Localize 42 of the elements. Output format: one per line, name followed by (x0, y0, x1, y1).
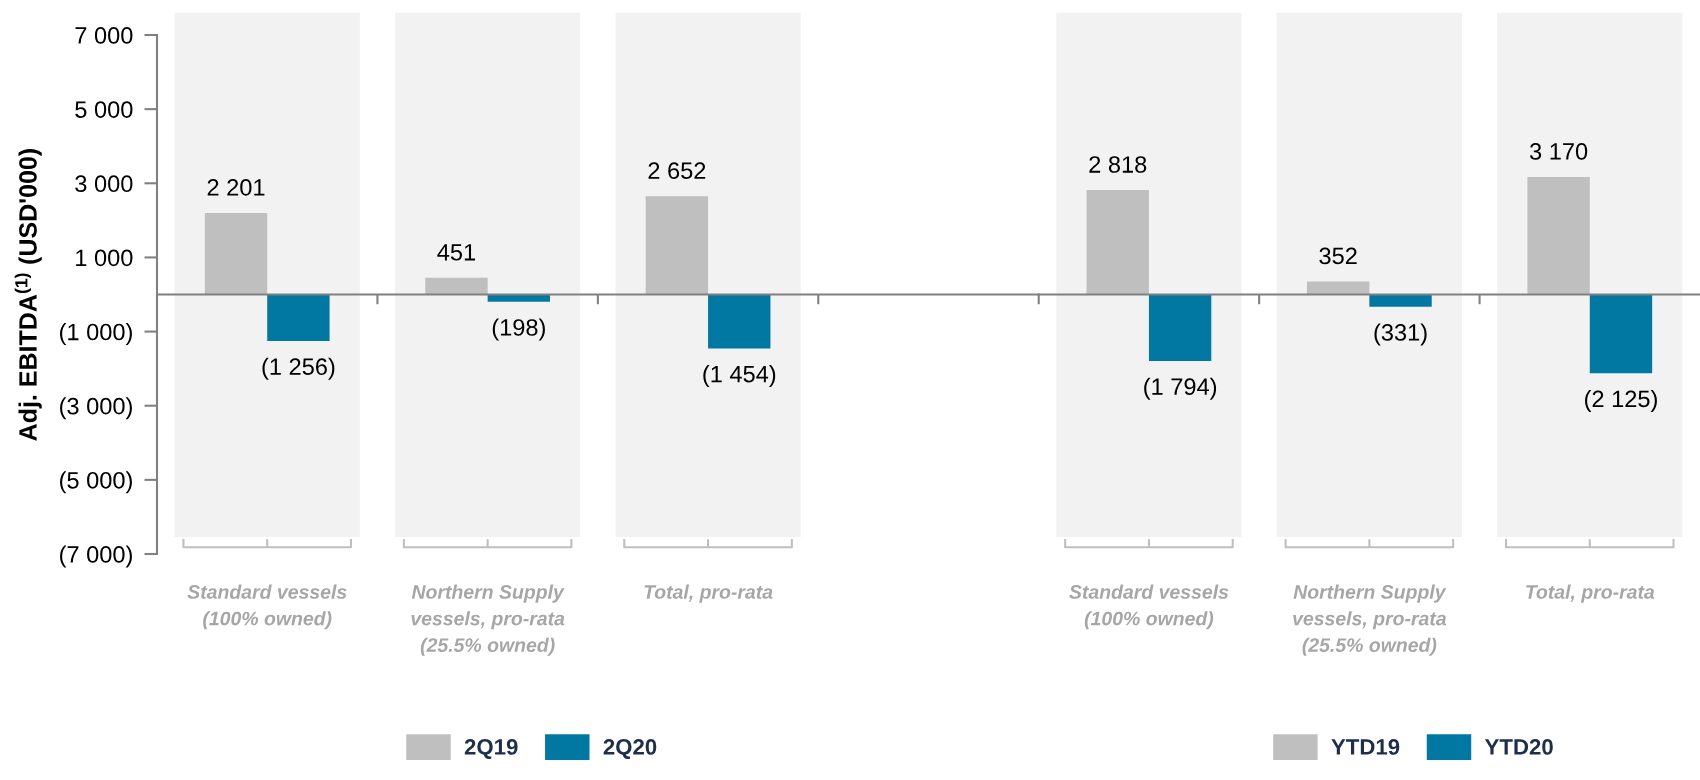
data-label: (1 794) (1144, 377, 1217, 400)
legend-label: 2Q20 (603, 739, 657, 759)
data-label: (331) (1374, 323, 1427, 346)
y-tick-label: (1 000) (60, 323, 132, 346)
bar (1148, 294, 1212, 362)
bar (425, 277, 488, 295)
x-tick-label: Total, pro-rata (644, 584, 773, 603)
y-tick-label: 1 000 (76, 249, 133, 267)
legend-label: YTD19 (1331, 739, 1400, 755)
bar (1369, 294, 1432, 307)
data-label: 2 201 (207, 179, 265, 196)
data-label: (198) (492, 318, 545, 341)
data-label: 3 170 (1529, 143, 1588, 160)
bar (1306, 281, 1370, 295)
y-tick-label: (3 000) (60, 397, 132, 420)
y-axis-title: Adj. EBITDA$^{(1)}$ (USD'000) (14, 149, 42, 441)
y-tick-label: (5 000) (60, 471, 132, 494)
bar (267, 294, 330, 342)
bar (1086, 190, 1149, 295)
bar (204, 212, 268, 295)
y-tick-label: 5 000 (75, 101, 133, 118)
legend-label: 2Q19 (464, 739, 518, 759)
bar (645, 196, 709, 295)
bar (708, 294, 771, 349)
data-label: 2 818 (1089, 156, 1147, 173)
x-tick-label: Northern Supply vessels, pro-rata (25.5% owned) (1293, 584, 1447, 656)
legend-label: YTD20 (1484, 739, 1553, 755)
x-tick-label: Northern Supply vessels, pro-rata (25.5% owned) (411, 584, 565, 656)
y-tick-label: (7 000) (60, 545, 132, 568)
y-tick-label: 3 000 (75, 175, 133, 193)
x-tick-label: Standard vessels (100% owned) (187, 584, 347, 630)
data-label: 352 (1319, 247, 1357, 265)
data-label: (1 256) (262, 357, 335, 380)
bar (1589, 294, 1653, 374)
data-label: (2 125) (1585, 389, 1657, 412)
data-label: 2 652 (648, 162, 706, 180)
data-label: (1 454) (703, 365, 776, 388)
bar (1527, 176, 1590, 295)
x-tick-label: Total, pro-rata (1526, 584, 1655, 603)
data-label: 451 (437, 244, 475, 261)
y-tick-label: 7 000 (75, 27, 133, 44)
x-tick-label: Standard vessels (100% owned) (1069, 584, 1229, 630)
